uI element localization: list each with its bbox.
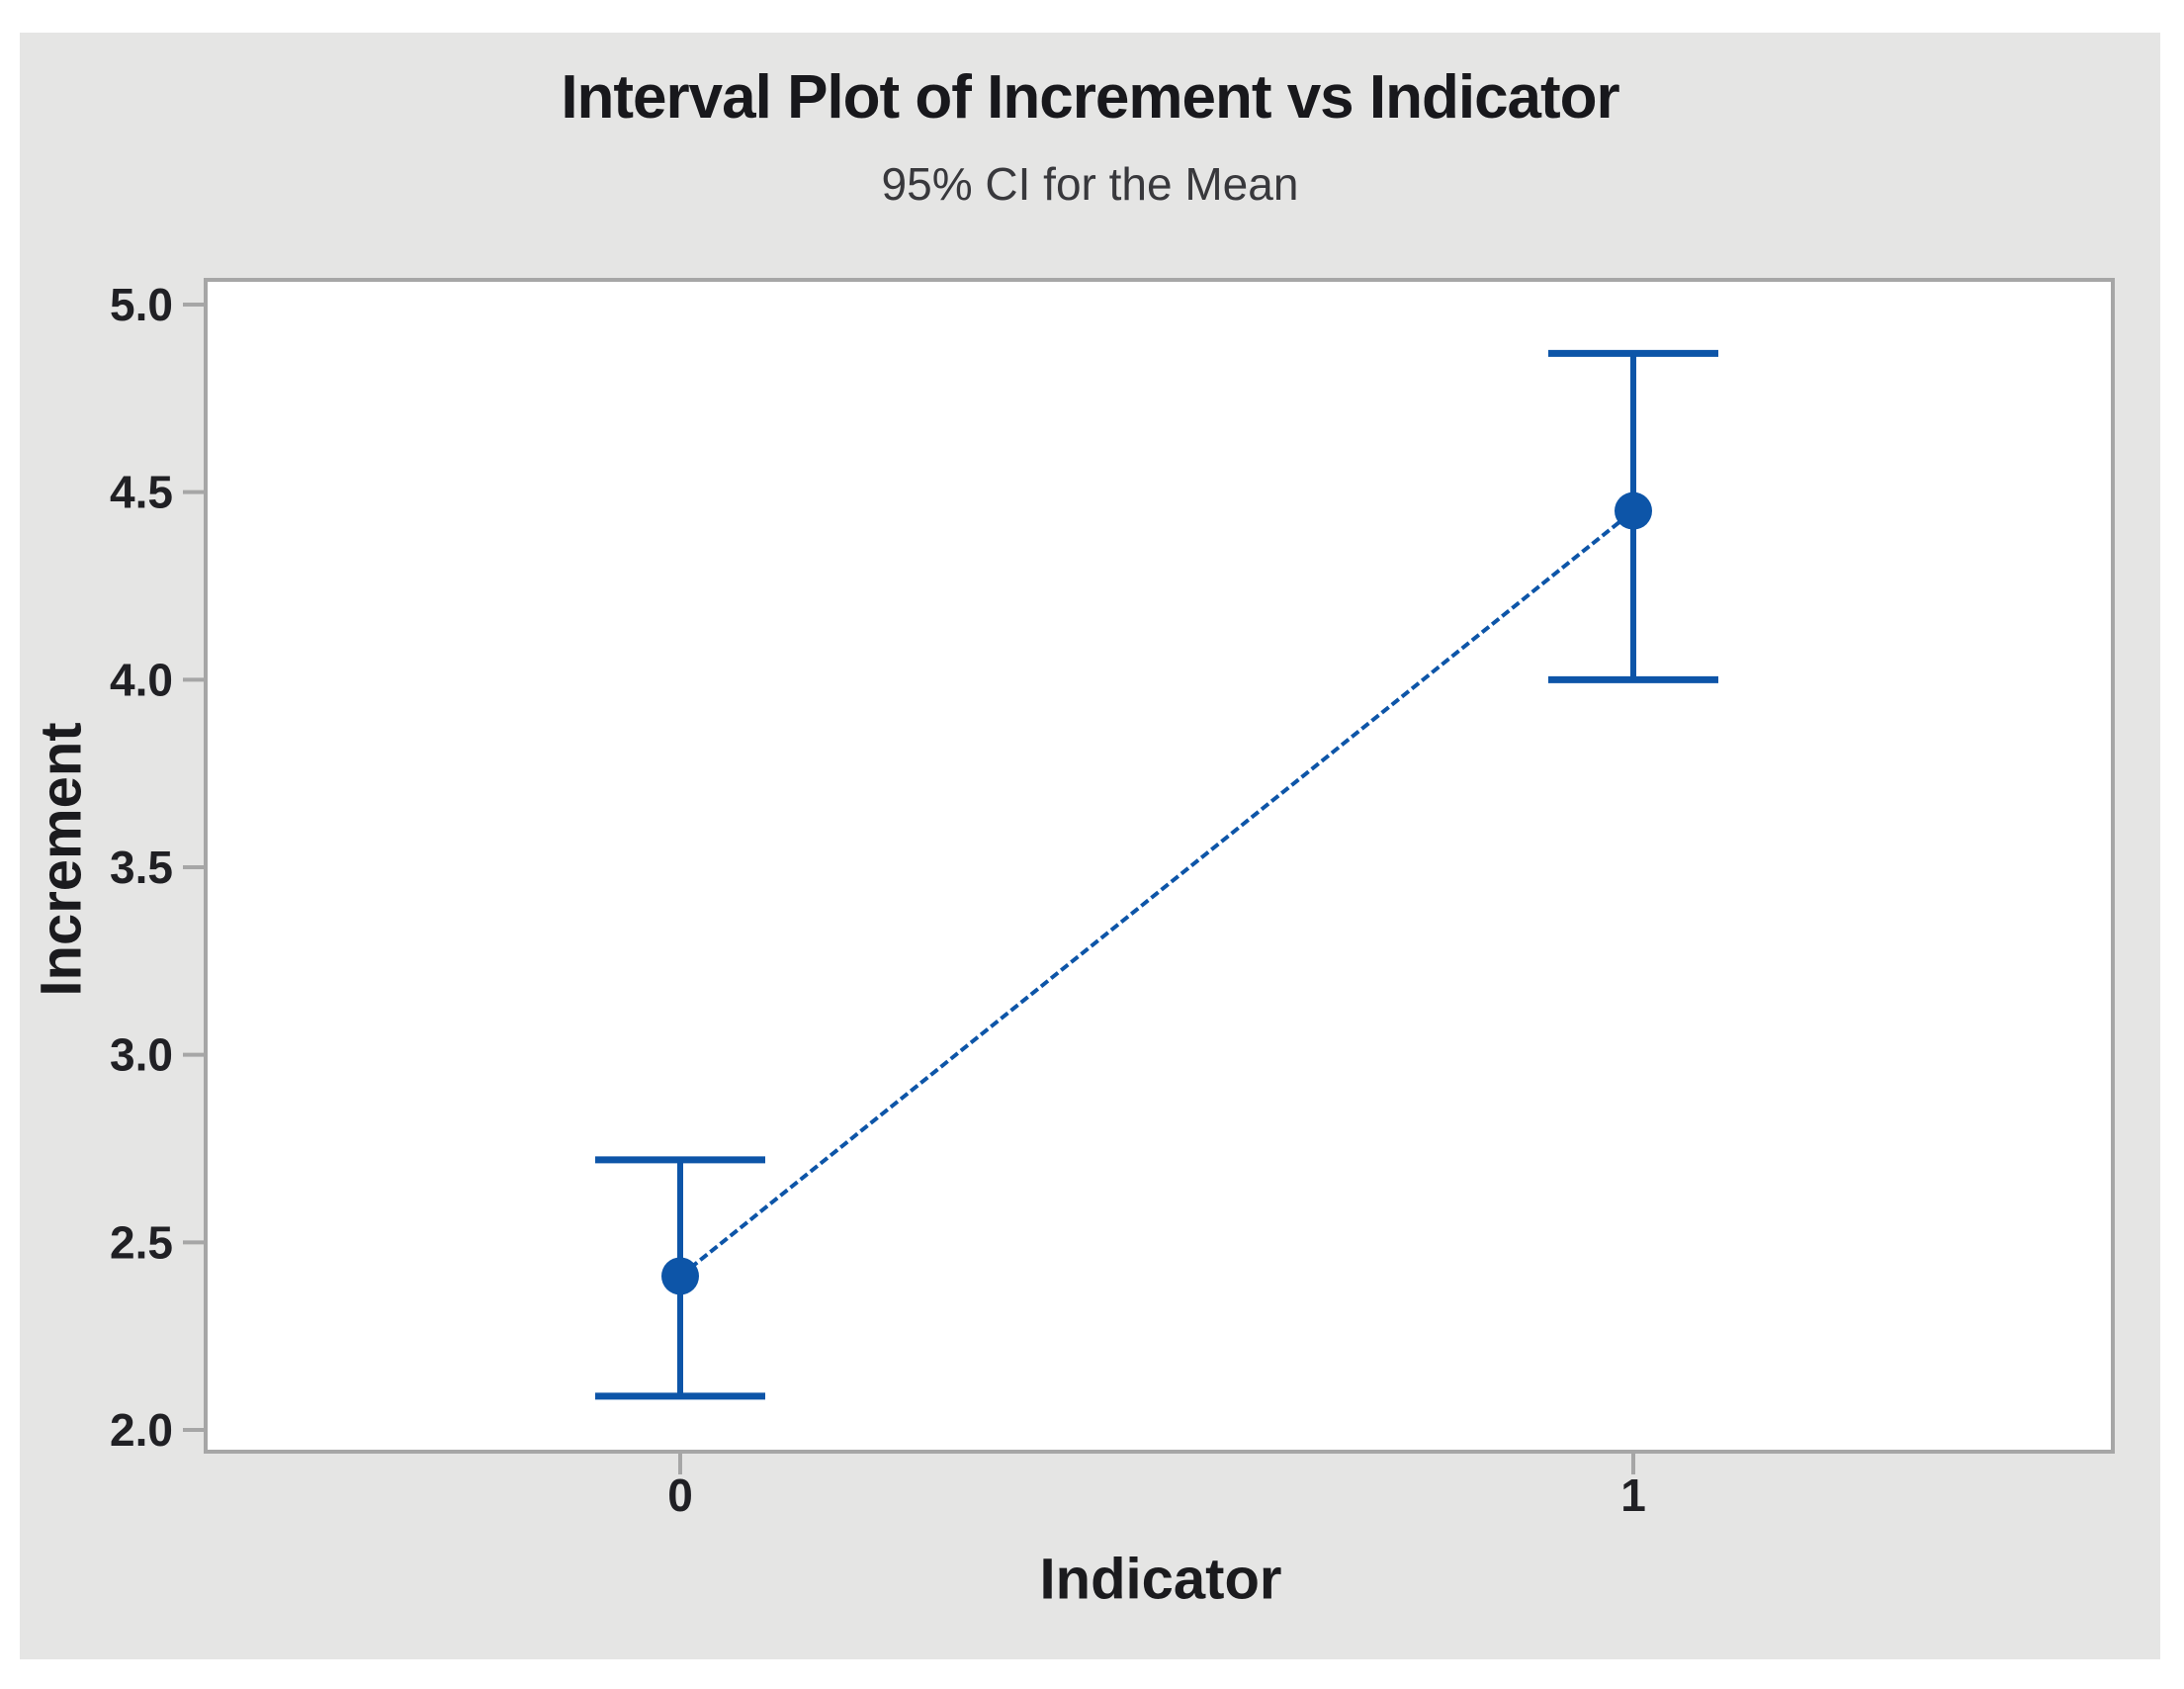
x-tick-label-0: 0 <box>667 1469 693 1521</box>
mean-connect-line <box>678 509 1635 1279</box>
y-tick-label-1: 2.5 <box>110 1216 173 1268</box>
mean-marker-0 <box>661 1257 699 1295</box>
y-tick-label-5: 4.5 <box>110 467 173 518</box>
mean-marker-1 <box>1615 491 1652 530</box>
x-axis-title: Indicator <box>1039 1547 1282 1612</box>
y-tick-label-6: 5.0 <box>110 279 173 330</box>
y-tick-label-0: 2.0 <box>110 1404 173 1456</box>
x-tick-label-1: 1 <box>1620 1469 1646 1521</box>
plot-area-border <box>204 278 2115 1454</box>
y-tick-label-4: 4.0 <box>110 654 173 705</box>
y-tick-label-2: 3.0 <box>110 1029 173 1081</box>
chart-title: Interval Plot of Increment vs Indicator <box>561 63 1619 132</box>
chart-subtitle: 95% CI for the Mean <box>881 158 1299 210</box>
y-tick-label-3: 3.5 <box>110 842 173 893</box>
